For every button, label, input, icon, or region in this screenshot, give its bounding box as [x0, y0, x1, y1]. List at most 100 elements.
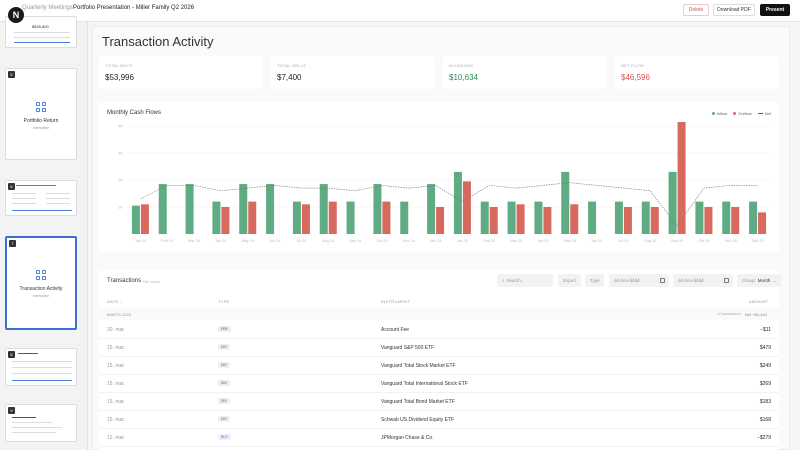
y-tick-label: 3K — [118, 151, 123, 156]
slide-sidebar: $845,800 5 Portfolio Return Interactive … — [0, 16, 88, 450]
column-header-type[interactable]: TYPE — [218, 299, 230, 304]
breadcrumb-current: Portfolio Presentation - Miller Family Q… — [73, 5, 195, 11]
x-tick-label: Feb 24 — [161, 239, 173, 243]
stat-card-dividends: DIVIDENDS $10,634 — [443, 56, 607, 89]
legend-net[interactable]: Net — [757, 111, 771, 116]
download-pdf-button[interactable]: Download PDF — [713, 4, 755, 16]
slide-thumbnail[interactable]: 9 — [5, 404, 77, 442]
table-row[interactable]: 15. mar. DIV Vanguard Total Internationa… — [99, 375, 779, 393]
table-row[interactable]: 15. mar. DIV Vanguard Total Bond Market … — [99, 393, 779, 411]
x-tick-label: Dec 25 — [752, 239, 764, 243]
row-instrument: Schwab US Dividend Equity ETF — [381, 417, 455, 423]
x-tick-label: Apr 24 — [215, 239, 226, 243]
page-title: Transaction Activity — [102, 34, 214, 49]
stat-card-total-buys: TOTAL BUYS $53,996 — [99, 56, 263, 89]
outflow-bar — [570, 204, 579, 234]
x-tick-label: Jan 24 — [135, 239, 146, 243]
breadcrumb-parent[interactable]: Quarterly Meetings — [22, 5, 73, 11]
stat-value: $10,634 — [449, 73, 478, 82]
row-date: 15. mar. — [107, 399, 126, 405]
chart-plot: 1K 2K 3K 4K Jan 24 Feb 24 Mar 24 Apr 24 May 24 Ju… — [118, 121, 771, 243]
app-logo[interactable]: N — [8, 7, 24, 23]
slide-thumbnail[interactable]: 6 — [5, 180, 77, 216]
group-select[interactable]: Group: Month ⌄ — [737, 274, 781, 287]
search-icon: ⌕ — [502, 278, 505, 283]
present-button[interactable]: Present — [760, 4, 790, 16]
x-tick-label: Jun 24 — [269, 239, 280, 243]
x-tick-label: Sep 24 — [349, 239, 361, 243]
search-input[interactable]: ⌕ Search... — [497, 274, 553, 287]
table-row[interactable]: 15. mar. DIV Vanguard Total Stock Market… — [99, 357, 779, 375]
net-dash-icon — [757, 113, 763, 114]
inflow-bar — [695, 201, 704, 234]
group-month-label: MARTS 2026 — [107, 312, 131, 317]
group-count: 12 transactions — [717, 312, 741, 316]
type-filter[interactable]: Type — [585, 274, 604, 287]
chevron-down-icon: ⌄ — [773, 278, 777, 283]
outflow-bar — [677, 121, 686, 234]
outflow-bar — [650, 207, 659, 234]
stat-label: TOTAL SELLS — [277, 63, 307, 68]
x-tick-label: Mar 24 — [188, 239, 200, 243]
table-row[interactable]: 12. mar. BUY JPMorgan Chase & Co. −$279 — [99, 429, 779, 447]
slide-thumbnail-transaction-activity[interactable]: 7 Transaction Activity Interactive — [5, 236, 77, 330]
x-tick-label: Oct 24 — [376, 239, 387, 243]
row-instrument: Vanguard Total Stock Market ETF — [381, 363, 456, 369]
row-date: 12. mar. — [107, 435, 126, 441]
inflow-bar — [158, 184, 167, 234]
net-line — [140, 182, 758, 227]
chart-legend: Inflow Outflow Net — [711, 111, 771, 116]
row-amount: $479 — [759, 345, 771, 351]
date-to-input[interactable]: dd-mm-åååå — [673, 274, 733, 287]
inflow-bar — [185, 184, 194, 234]
row-instrument: Vanguard S&P 500 ETF — [381, 345, 435, 351]
slide-preview-value: $845,800 — [32, 24, 49, 29]
grid-icon — [36, 270, 46, 280]
row-instrument: JPMorgan Chase & Co. — [381, 435, 434, 441]
x-tick-label: May 25 — [564, 239, 576, 243]
type-badge: FEE — [218, 326, 231, 332]
inflow-bar — [266, 184, 275, 234]
slide-thumbnail-portfolio-return[interactable]: 5 Portfolio Return Interactive — [5, 68, 77, 160]
calendar-icon — [660, 278, 665, 283]
outflow-bar — [516, 204, 525, 234]
inflow-bar — [427, 184, 436, 234]
legend-outflow[interactable]: Outflow — [733, 111, 752, 116]
date-from-input[interactable]: dd-mm-åååå — [609, 274, 669, 287]
y-tick-label: 4K — [118, 124, 123, 129]
outflow-bar — [758, 212, 767, 234]
row-amount: $168 — [759, 417, 771, 423]
transactions-subtitle: Net Value — [143, 279, 161, 284]
group-value: Month — [757, 278, 771, 283]
date-from-placeholder: dd-mm-åååå — [614, 278, 640, 283]
outflow-bar — [436, 207, 445, 234]
outflow-bar — [221, 207, 230, 234]
slide-number: 8 — [8, 351, 15, 358]
legend-inflow[interactable]: Inflow — [711, 111, 728, 116]
outflow-bar — [731, 207, 740, 234]
row-date: 15. mar. — [107, 417, 126, 423]
export-button[interactable]: Export — [558, 274, 581, 287]
column-header-instrument[interactable]: INSTRUMENT — [381, 299, 411, 304]
slide-thumbnail[interactable]: 8 — [5, 348, 77, 386]
outflow-dot-icon — [733, 112, 737, 115]
inflow-bar — [668, 171, 677, 234]
inflow-bar — [614, 201, 623, 234]
column-header-date[interactable]: DATE ↓ — [107, 299, 122, 304]
x-tick-label: Dec 24 — [430, 239, 442, 243]
x-tick-label: Jul 25 — [618, 239, 628, 243]
transactions-panel: Transactions Net Value ⌕ Search... Expor… — [99, 270, 781, 450]
outflow-bar — [328, 201, 337, 234]
delete-button[interactable]: Delete — [683, 4, 709, 16]
column-header-amount[interactable]: AMOUNT — [749, 299, 769, 304]
type-badge: DIV — [218, 380, 230, 386]
type-badge: DIV — [218, 362, 230, 368]
legend-label: Inflow — [716, 111, 728, 116]
outflow-bar — [704, 207, 713, 234]
breadcrumb-separator: / — [65, 5, 67, 11]
table-row[interactable]: 20. mar. FEE Account Fee −$11 — [99, 321, 779, 339]
table-row[interactable]: 15. mar. DIV Schwab US Dividend Equity E… — [99, 411, 779, 429]
x-tick-label: Jan 25 — [457, 239, 468, 243]
table-row[interactable]: 15. mar. DIV Vanguard S&P 500 ETF $479 — [99, 339, 779, 357]
month-group-header[interactable]: MARTS 2026 12 transactions Net +$2,444 — [99, 308, 779, 320]
